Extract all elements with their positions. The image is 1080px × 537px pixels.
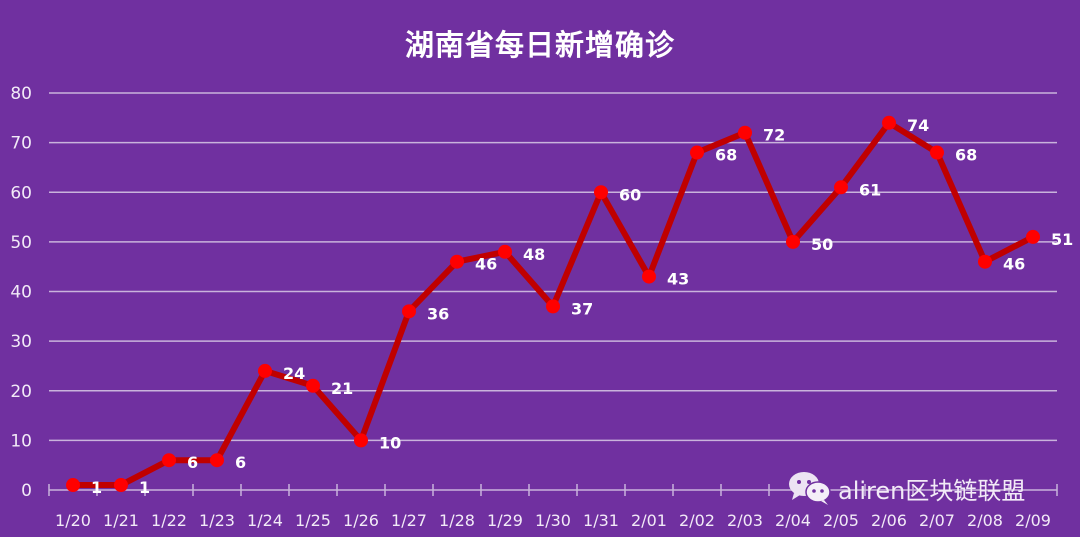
data-point [738,125,752,140]
x-tick-label: 2/08 [967,511,1003,530]
y-tick-label: 30 [10,332,32,352]
data-point [114,478,128,493]
data-point [210,453,224,468]
x-tick-label: 2/07 [919,511,955,530]
y-tick-label: 70 [10,134,32,154]
data-label: 43 [667,270,689,289]
x-tick-label: 2/09 [1015,511,1051,530]
y-tick-label: 50 [10,233,32,253]
x-tick-label: 1/23 [199,511,235,530]
x-tick-label: 1/22 [151,511,187,530]
x-tick-label: 1/21 [103,511,139,530]
y-tick-label: 20 [10,382,32,402]
data-point [66,478,80,493]
data-point [354,433,368,448]
data-label: 36 [427,304,449,323]
data-label: 46 [475,255,497,274]
x-tick-label: 1/24 [247,511,283,530]
data-point [306,378,320,393]
data-label: 1 [139,478,150,497]
watermark-text: aliren区块链联盟 [838,476,1026,505]
x-tick-label: 2/05 [823,511,859,530]
data-label: 24 [283,364,305,383]
y-tick-label: 60 [10,183,32,203]
wechat-icon [789,472,831,505]
x-tick-label: 1/27 [391,511,427,530]
y-tick-label: 80 [10,84,32,104]
y-tick-label: 40 [10,283,32,303]
data-label: 68 [715,146,737,165]
data-label: 46 [1003,255,1025,274]
data-label: 72 [763,126,785,145]
data-label: 61 [859,180,881,199]
data-label: 50 [811,235,833,254]
data-point [594,185,608,200]
data-point [690,145,704,160]
x-tick-label: 1/26 [343,511,379,530]
data-label: 6 [235,453,246,472]
x-tick-label: 2/01 [631,511,667,530]
data-point [930,145,944,160]
x-tick-label: 1/20 [55,511,91,530]
x-tick-label: 1/31 [583,511,619,530]
x-tick-label: 2/02 [679,511,715,530]
data-point [162,453,176,468]
data-label: 48 [523,245,545,264]
data-label: 68 [955,146,977,165]
x-tick-label: 2/06 [871,511,907,530]
data-point [258,363,272,378]
data-point [834,180,848,195]
data-label: 21 [331,379,353,398]
data-label: 10 [379,433,401,452]
y-tick-label: 10 [10,431,32,451]
data-point [450,254,464,269]
y-tick-label: 0 [21,481,32,501]
data-point [546,299,560,314]
data-point [786,234,800,249]
x-tick-label: 1/29 [487,511,523,530]
x-tick-label: 1/30 [535,511,571,530]
watermark: aliren区块链联盟 [788,470,1025,506]
data-point [642,269,656,284]
data-point [498,244,512,259]
x-tick-label: 1/25 [295,511,331,530]
x-tick-label: 2/03 [727,511,763,530]
chart-title: 湖南省每日新增确诊 [404,28,675,62]
data-label: 37 [571,299,593,318]
x-tick-label: 2/04 [775,511,811,530]
data-point [882,115,896,130]
data-point [978,254,992,269]
data-label: 51 [1051,230,1073,249]
data-point [1026,229,1040,244]
data-label: 6 [187,453,198,472]
data-label: 60 [619,185,641,204]
data-label: 74 [907,116,929,135]
data-point [402,304,416,319]
x-tick-label: 1/28 [439,511,475,530]
data-label: 1 [91,478,102,497]
